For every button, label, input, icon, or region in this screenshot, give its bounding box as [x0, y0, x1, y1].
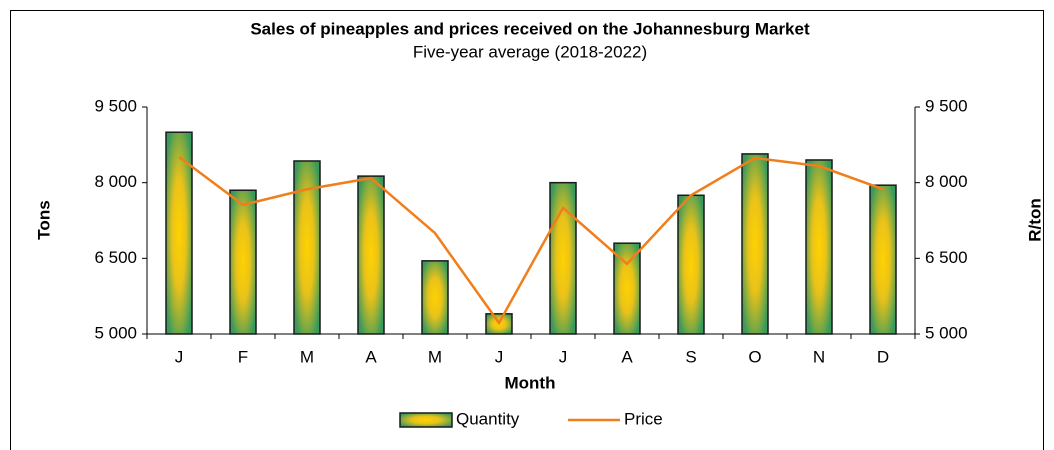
x-tick-label: J: [495, 347, 504, 366]
x-tick-label: J: [559, 347, 568, 366]
bar: [357, 175, 385, 335]
y-tick-label: 8 000: [94, 172, 137, 191]
bar: [869, 184, 897, 335]
bar: [165, 131, 193, 335]
x-axis-title: Month: [505, 373, 556, 392]
y2-tick-label: 8 000: [925, 172, 968, 191]
bar: [677, 194, 705, 335]
bar: [549, 181, 577, 335]
x-tick-label: M: [428, 347, 442, 366]
bar: [613, 242, 641, 335]
y-tick-label: 9 500: [94, 96, 137, 115]
chart-subtitle: Five-year average (2018-2022): [413, 42, 647, 61]
legend-label: Quantity: [456, 409, 520, 428]
y-tick-label: 6 500: [94, 248, 137, 267]
legend-swatch: [399, 412, 453, 428]
y-axis-title: Tons: [34, 200, 53, 239]
x-tick-label: S: [685, 347, 696, 366]
x-tick-label: F: [238, 347, 248, 366]
x-tick-label: A: [365, 347, 377, 366]
bar: [741, 153, 769, 335]
price-line: [178, 155, 884, 326]
x-tick-label: J: [175, 347, 184, 366]
legend-label: Price: [624, 409, 663, 428]
y2-axis-title: R/ton: [1025, 198, 1044, 241]
bar: [229, 189, 257, 335]
x-tick-label: N: [813, 347, 825, 366]
y-tick-label: 5 000: [94, 323, 137, 342]
y2-tick-label: 6 500: [925, 248, 968, 267]
chart-title: Sales of pineapples and prices received …: [250, 19, 810, 38]
x-tick-label: A: [621, 347, 633, 366]
y2-tick-label: 9 500: [925, 96, 968, 115]
y2-tick-label: 5 000: [925, 323, 968, 342]
x-tick-label: D: [877, 347, 889, 366]
bar: [805, 159, 833, 335]
x-tick-label: O: [748, 347, 761, 366]
x-tick-label: M: [300, 347, 314, 366]
bar: [421, 260, 449, 335]
